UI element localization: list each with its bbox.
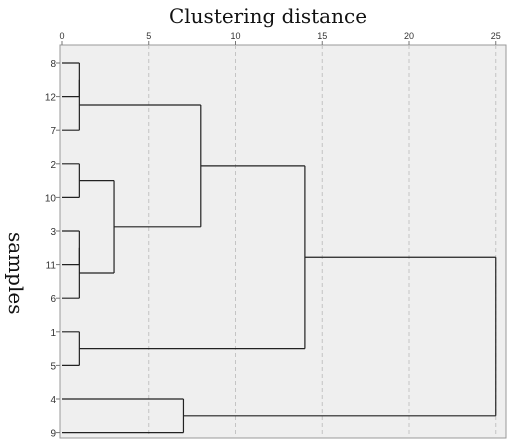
leaf-label-12: 12 [45,93,57,104]
leaf-label-3: 3 [50,227,56,238]
x-tick-label-5: 5 [146,31,151,41]
x-tick-label-15: 15 [317,31,327,41]
leaf-label-1: 1 [50,328,56,339]
leaf-label-6: 6 [50,294,56,305]
leaf-label-8: 8 [50,59,56,70]
x-tick-label-0: 0 [59,31,64,41]
leaf-label-7: 7 [50,126,56,137]
plot-background [59,44,507,439]
leaf-label-9: 9 [50,429,56,440]
x-tick-label-25: 25 [491,31,501,41]
x-tick-label-20: 20 [404,31,414,41]
leaf-label-4: 4 [50,395,56,406]
leaf-label-10: 10 [45,193,57,204]
leaf-label-11: 11 [46,261,57,272]
leaf-label-2: 2 [50,160,56,171]
leaf-label-5: 5 [50,361,56,372]
x-tick-label-10: 10 [230,31,240,41]
chart-title: Clustering distance [168,4,368,28]
